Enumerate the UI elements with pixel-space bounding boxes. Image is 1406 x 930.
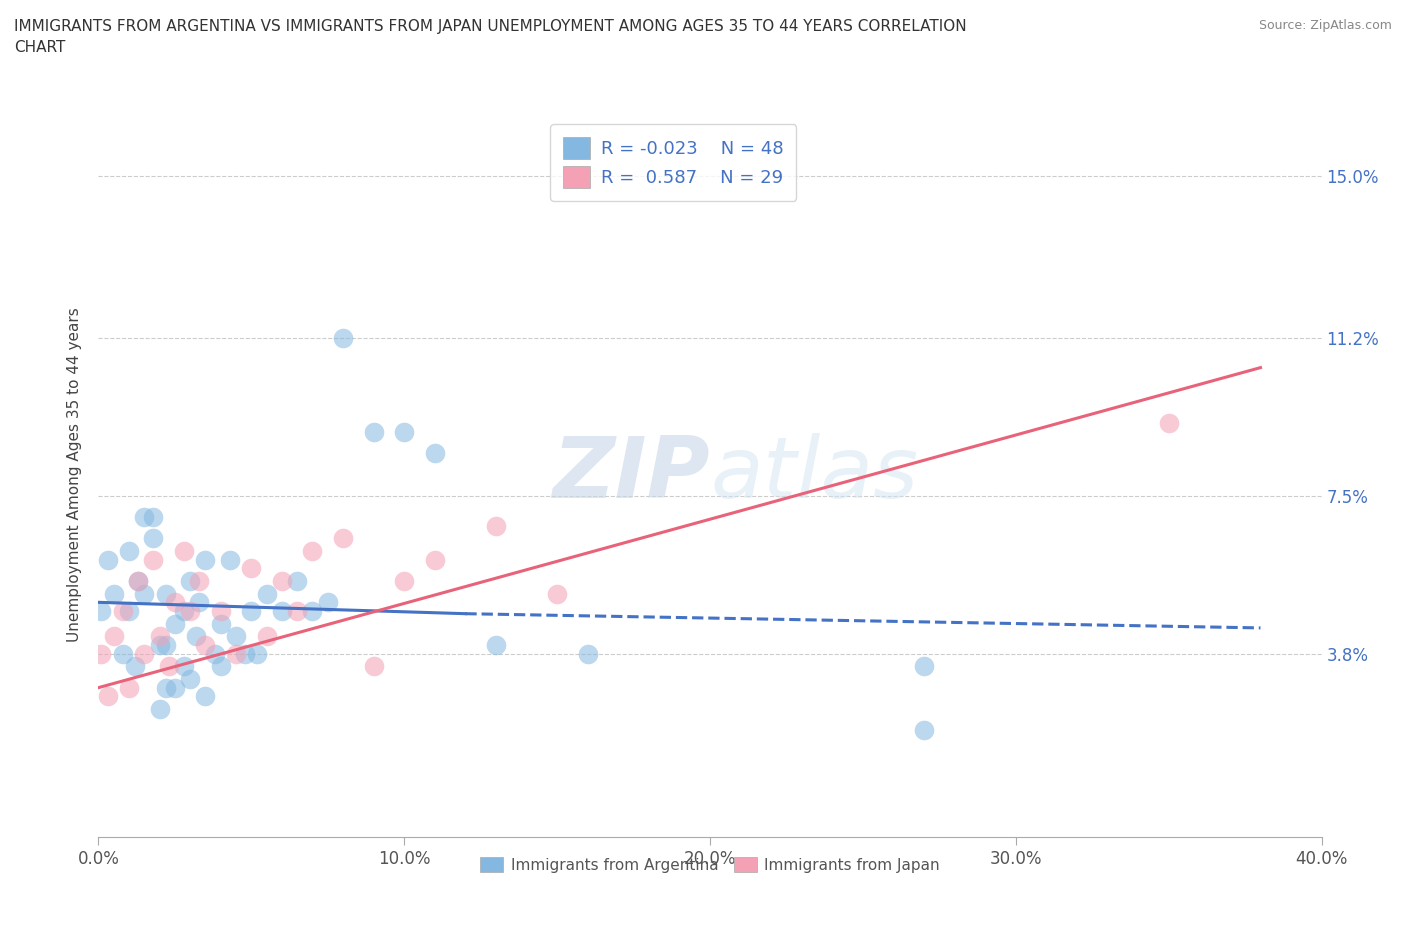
Point (111, 604, 134, 618)
Point (155, 586, 177, 601)
Point (316, 595, 339, 610)
Point (225, 629, 247, 644)
Point (157, 658, 180, 673)
Point (179, 574, 201, 589)
Point (209, 604, 232, 618)
Point (332, 330, 354, 345)
Point (134, 586, 156, 601)
Point (194, 638, 217, 653)
Point (155, 638, 177, 653)
Point (301, 604, 323, 618)
Point (163, 617, 186, 631)
Point (423, 445, 446, 460)
Point (127, 574, 149, 589)
Point (546, 586, 568, 601)
Point (124, 658, 146, 673)
Point (270, 574, 292, 589)
Point (285, 604, 308, 618)
Point (219, 552, 242, 567)
Point (209, 617, 232, 631)
Point (194, 689, 217, 704)
Point (204, 646, 226, 661)
Point (256, 586, 278, 601)
Point (173, 658, 195, 673)
Point (194, 552, 217, 567)
Point (179, 671, 201, 686)
Point (301, 544, 323, 559)
Point (186, 629, 208, 644)
Point (233, 646, 256, 661)
Point (142, 531, 165, 546)
Point (142, 510, 165, 525)
Point (1157, 416, 1180, 431)
Point (188, 574, 211, 589)
Point (149, 629, 172, 644)
Point (118, 680, 141, 695)
Point (392, 574, 416, 589)
Point (485, 518, 508, 533)
Point (103, 629, 125, 644)
Y-axis label: Unemployment Among Ages 35 to 44 years: Unemployment Among Ages 35 to 44 years (67, 307, 83, 642)
Point (118, 544, 141, 559)
Point (256, 629, 278, 644)
Legend: Immigrants from Argentina, Immigrants from Japan: Immigrants from Argentina, Immigrants fr… (472, 849, 948, 880)
Text: ZIP: ZIP (553, 432, 710, 516)
Point (392, 424, 416, 439)
Point (246, 646, 269, 661)
Point (423, 552, 446, 567)
Point (912, 723, 935, 737)
Point (155, 680, 177, 695)
Point (173, 544, 195, 559)
Point (240, 561, 263, 576)
Point (134, 646, 156, 661)
Point (103, 586, 125, 601)
Point (188, 595, 211, 610)
Point (225, 646, 247, 661)
Point (240, 604, 263, 618)
Point (179, 604, 201, 618)
Point (90, 604, 112, 618)
Point (209, 658, 232, 673)
Point (118, 604, 141, 618)
Point (173, 604, 195, 618)
Point (134, 510, 156, 525)
Point (111, 646, 134, 661)
Point (127, 574, 149, 589)
Text: atlas: atlas (710, 432, 918, 516)
Point (90, 646, 112, 661)
Text: Source: ZipAtlas.com: Source: ZipAtlas.com (1258, 19, 1392, 32)
Point (332, 531, 354, 546)
Point (163, 680, 186, 695)
Point (912, 658, 935, 673)
Point (576, 646, 599, 661)
Point (149, 701, 172, 716)
Point (97, 689, 120, 704)
Point (363, 658, 385, 673)
Point (149, 638, 172, 653)
Point (363, 424, 385, 439)
Point (485, 638, 508, 653)
Text: IMMIGRANTS FROM ARGENTINA VS IMMIGRANTS FROM JAPAN UNEMPLOYMENT AMONG AGES 35 TO: IMMIGRANTS FROM ARGENTINA VS IMMIGRANTS … (14, 19, 967, 55)
Point (270, 604, 292, 618)
Point (285, 574, 308, 589)
Point (163, 595, 186, 610)
Point (97, 552, 120, 567)
Point (142, 552, 165, 567)
